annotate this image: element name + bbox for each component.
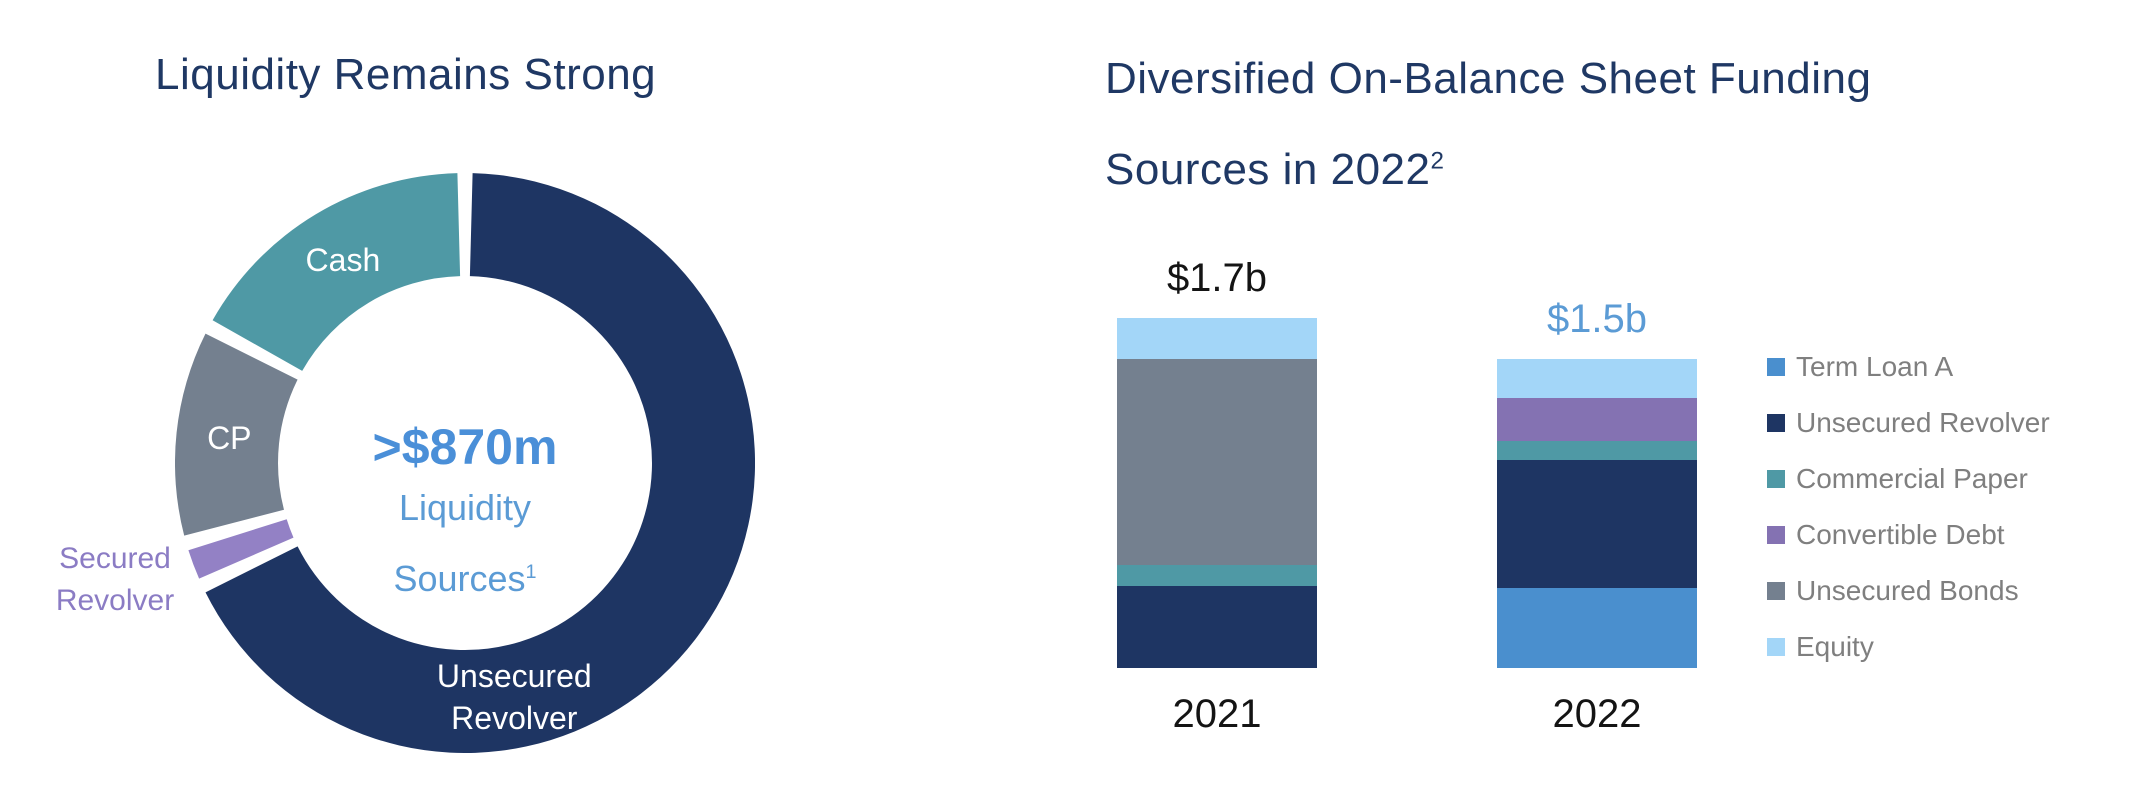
bar-category-label-2021: 2021 — [1172, 692, 1262, 736]
donut-slice-cash — [212, 173, 461, 371]
bar-chart-legend: Term Loan A Unsecured Revolver Commercial … — [1767, 351, 2050, 688]
legend-item-convertible-debt: Convertible Debt — [1767, 519, 2050, 550]
bar-segment-2022-equity — [1497, 359, 1697, 398]
legend-label-term-loan-a: Term Loan A — [1796, 351, 1954, 382]
legend-swatch-unsecured-bonds — [1767, 582, 1785, 600]
legend-item-equity: Equity — [1767, 631, 2050, 662]
liquidity-donut-chart: Unsecured Revolver CP Cash — [175, 173, 755, 753]
legend-item-unsecured-revolver: Unsecured Revolver — [1767, 407, 2050, 438]
bar-segment-2021-commercial-paper — [1117, 565, 1317, 586]
bar-total-label-2022: $1.5b — [1546, 297, 1648, 341]
legend-item-term-loan-a: Term Loan A — [1767, 351, 2050, 382]
legend-swatch-convertible-debt — [1767, 526, 1785, 544]
bar-chart-title: Diversified On-Balance Sheet Funding Sour… — [1105, 38, 1871, 211]
bar-segment-2022-unsecured-revolver — [1497, 460, 1697, 588]
donut-label-unsecured-revolver: Unsecured Revolver — [437, 658, 592, 736]
legend-label-equity: Equity — [1796, 631, 1874, 662]
bar-segment-2022-convertible-debt — [1497, 398, 1697, 441]
legend-swatch-unsecured-revolver — [1767, 414, 1785, 432]
legend-swatch-equity — [1767, 638, 1785, 656]
bar-category-label-2022: 2022 — [1552, 692, 1642, 736]
donut-slice-cp — [175, 333, 298, 536]
legend-label-commercial-paper: Commercial Paper — [1796, 463, 2028, 494]
bar-chart-title-line1: Diversified On-Balance Sheet Funding — [1105, 54, 1872, 103]
donut-slice-secured-revolver — [188, 519, 294, 579]
secured-revolver-label-line2: Revolver — [55, 584, 175, 617]
bar-segment-2022-term-loan-a — [1497, 588, 1697, 668]
legend-item-commercial-paper: Commercial Paper — [1767, 463, 2050, 494]
secured-revolver-label-line1: Secured — [59, 542, 171, 575]
donut-label-cp: CP — [207, 420, 251, 456]
bar-chart-title-line2: Sources in 20222 — [1105, 144, 1445, 194]
bar-total-label-2021: $1.7b — [1166, 256, 1268, 300]
legend-swatch-commercial-paper — [1767, 470, 1785, 488]
legend-item-unsecured-bonds: Unsecured Bonds — [1767, 575, 2050, 606]
donut-slice-unsecured-revolver — [205, 173, 755, 753]
legend-label-convertible-debt: Convertible Debt — [1796, 519, 2005, 550]
donut-chart-title: Liquidity Remains Strong — [155, 50, 657, 99]
donut-outside-label-secured-revolver: Secured Revolver — [30, 538, 200, 622]
legend-swatch-term-loan-a — [1767, 358, 1785, 376]
bar-segment-2021-unsecured-bonds — [1117, 359, 1317, 565]
bar-segment-2022-commercial-paper — [1497, 441, 1697, 460]
footnote-marker-2: 2 — [1430, 147, 1445, 174]
bar-segment-2021-equity — [1117, 318, 1317, 359]
bar-segment-2021-unsecured-revolver — [1117, 586, 1317, 668]
donut-label-cash: Cash — [306, 242, 381, 278]
legend-label-unsecured-bonds: Unsecured Bonds — [1796, 575, 2019, 606]
legend-label-unsecured-revolver: Unsecured Revolver — [1796, 407, 2050, 438]
